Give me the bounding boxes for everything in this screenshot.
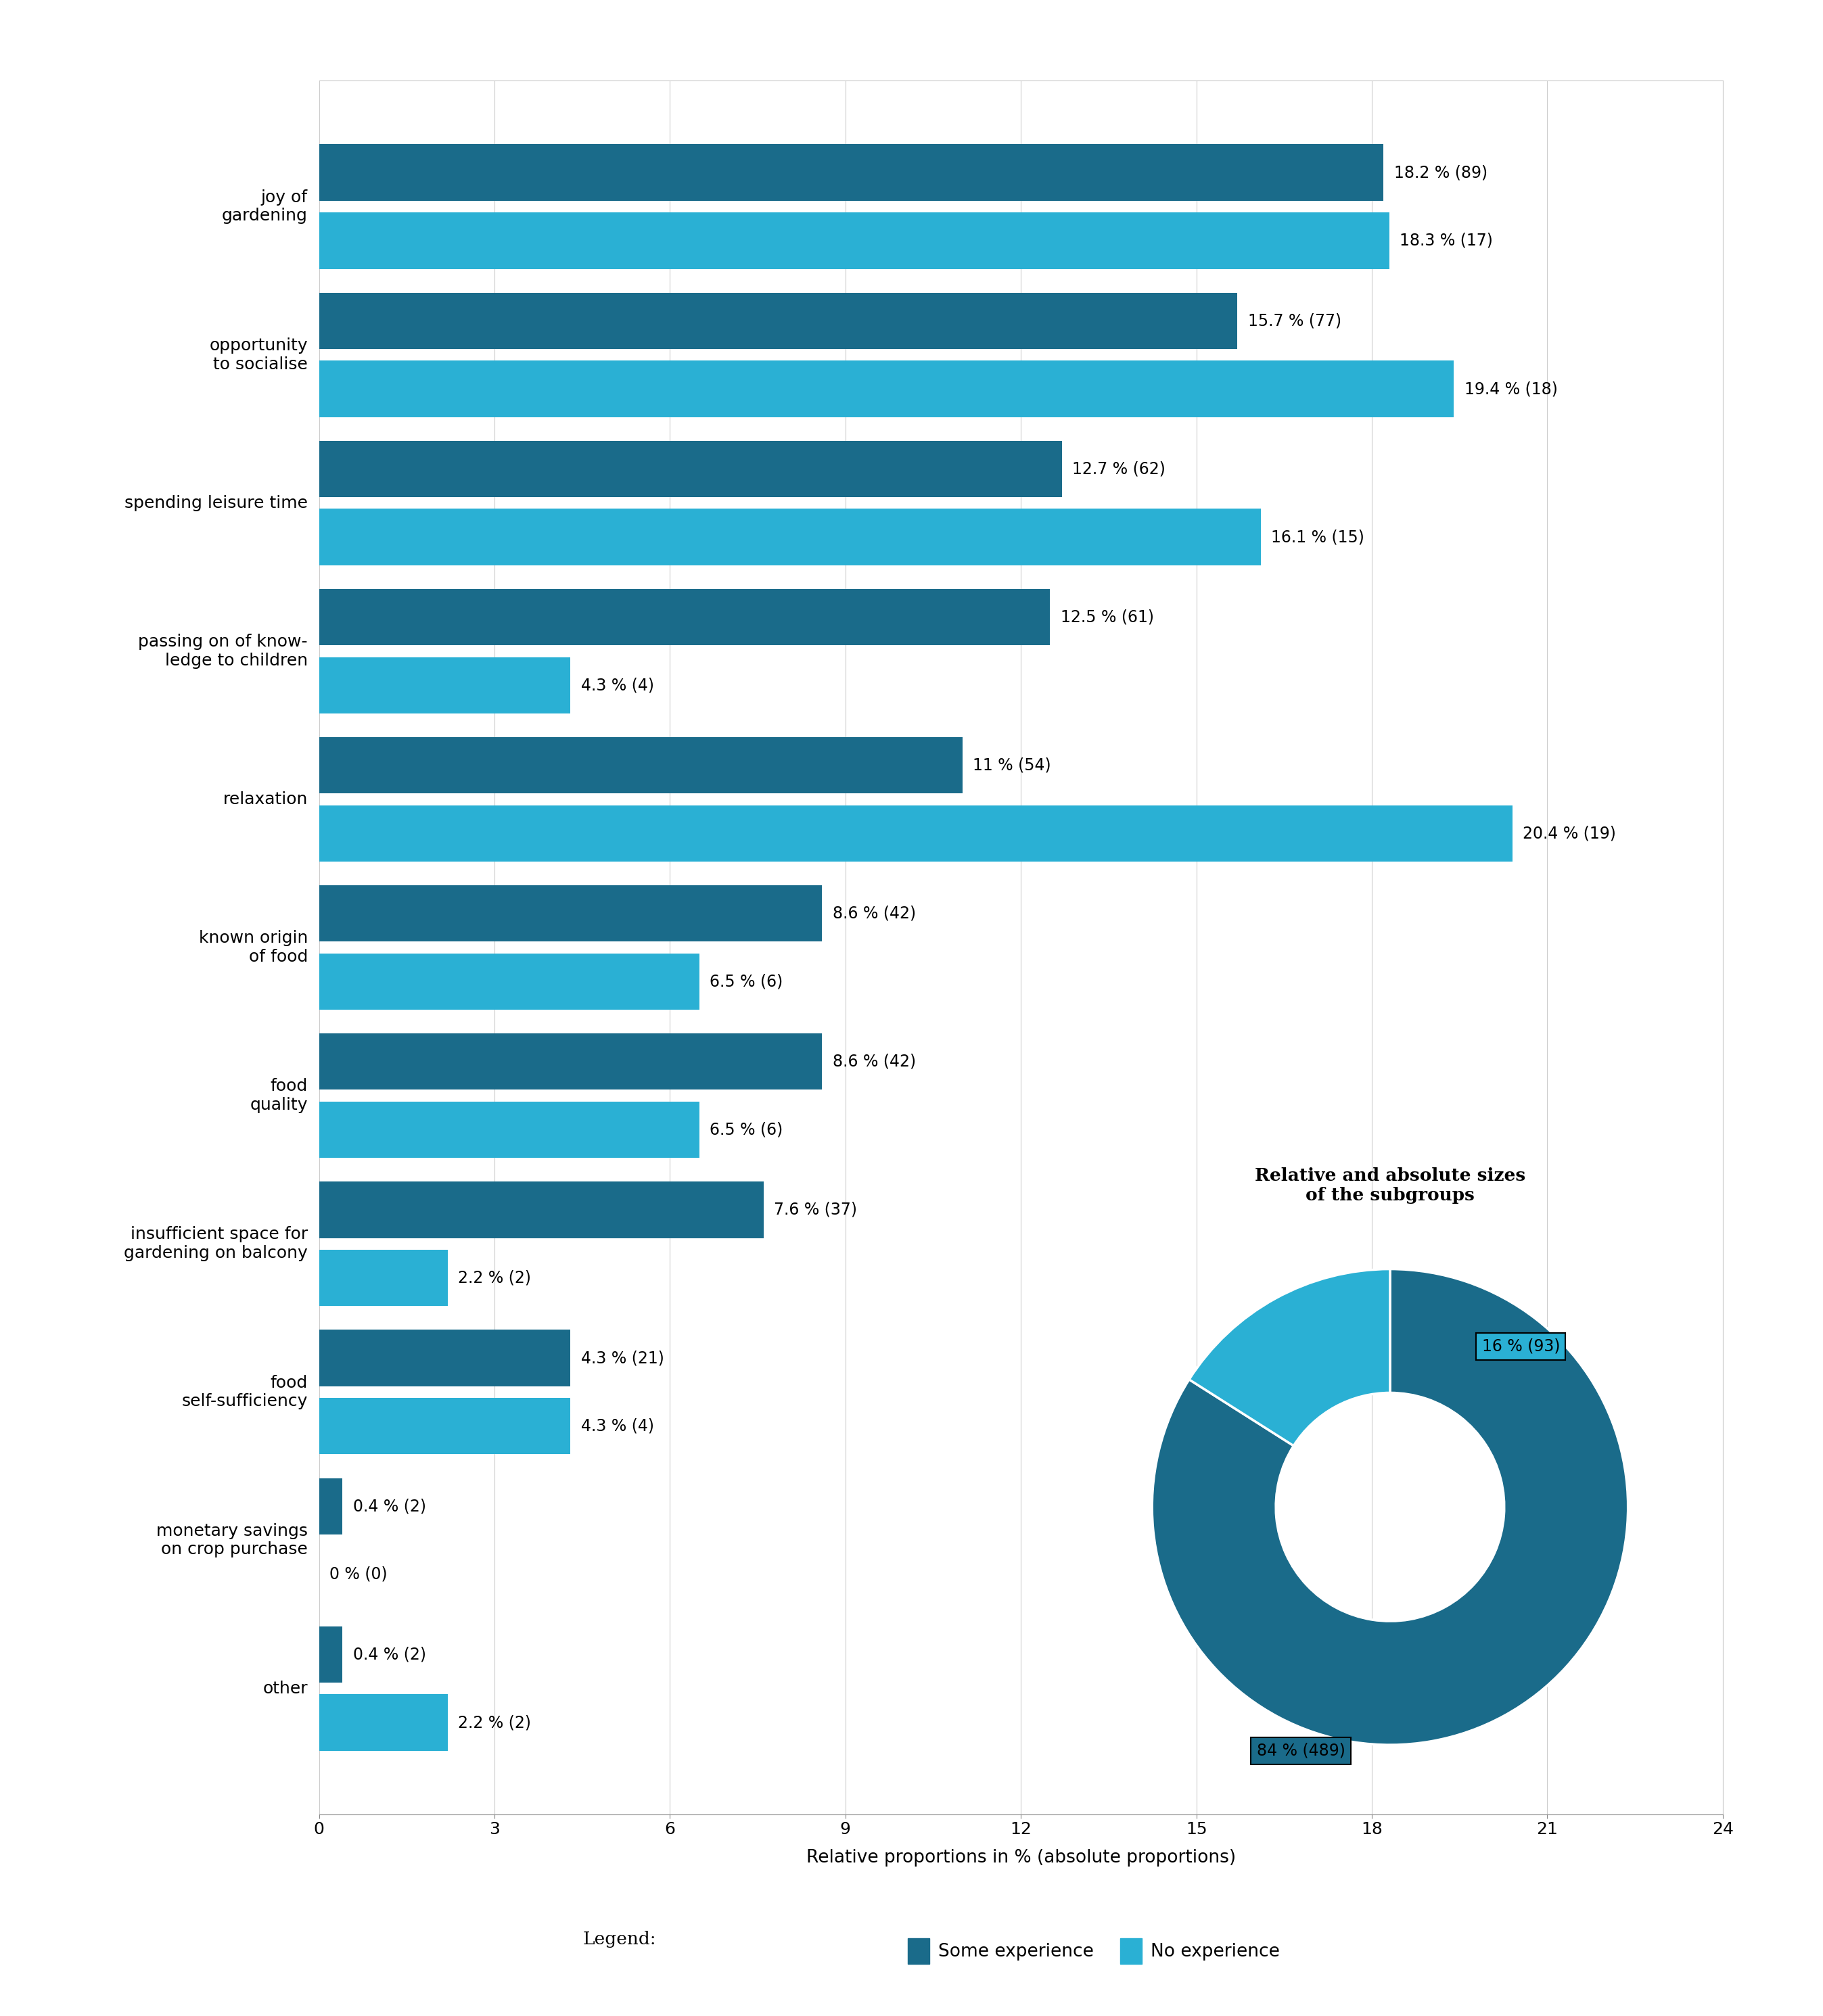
Text: 12.7 % (62): 12.7 % (62) xyxy=(1072,462,1165,478)
Bar xyxy=(319,508,1262,564)
Text: 16.1 % (15): 16.1 % (15) xyxy=(1271,528,1364,544)
Text: Legend:: Legend: xyxy=(583,1931,656,1947)
Bar xyxy=(319,589,1050,645)
Text: 6.5 % (6): 6.5 % (6) xyxy=(709,1121,782,1137)
Bar xyxy=(319,361,1453,417)
Bar xyxy=(319,1181,764,1238)
Text: 7.6 % (37): 7.6 % (37) xyxy=(775,1202,857,1218)
Text: 19.4 % (18): 19.4 % (18) xyxy=(1464,381,1557,397)
Bar xyxy=(319,885,822,941)
Wedge shape xyxy=(1189,1270,1391,1445)
X-axis label: Relative proportions in % (absolute proportions): Relative proportions in % (absolute prop… xyxy=(806,1849,1236,1867)
Bar xyxy=(319,1101,700,1157)
Text: 2.2 % (2): 2.2 % (2) xyxy=(458,1270,530,1286)
Bar xyxy=(319,1397,571,1454)
Text: 84 % (489): 84 % (489) xyxy=(1256,1742,1345,1758)
Text: 0.4 % (2): 0.4 % (2) xyxy=(354,1647,427,1663)
Bar xyxy=(319,292,1238,349)
Bar xyxy=(319,1034,822,1091)
Text: 8.6 % (42): 8.6 % (42) xyxy=(833,905,915,921)
Bar xyxy=(319,657,571,714)
Text: 2.2 % (2): 2.2 % (2) xyxy=(458,1714,530,1730)
Bar xyxy=(319,954,700,1010)
Bar xyxy=(319,1693,448,1750)
Bar xyxy=(319,1250,448,1306)
Text: 18.3 % (17): 18.3 % (17) xyxy=(1400,232,1493,248)
Bar xyxy=(319,145,1384,202)
Text: 4.3 % (4): 4.3 % (4) xyxy=(582,677,654,694)
Text: 18.2 % (89): 18.2 % (89) xyxy=(1395,165,1488,181)
Bar xyxy=(319,212,1389,268)
Text: 12.5 % (61): 12.5 % (61) xyxy=(1061,609,1154,625)
Text: 15.7 % (77): 15.7 % (77) xyxy=(1247,312,1342,329)
Title: Relative and absolute sizes
of the subgroups: Relative and absolute sizes of the subgr… xyxy=(1254,1167,1526,1204)
Legend: Some experience, No experience: Some experience, No experience xyxy=(901,1931,1287,1972)
Bar xyxy=(319,1478,343,1534)
Bar xyxy=(319,1331,571,1387)
Text: 0.4 % (2): 0.4 % (2) xyxy=(354,1498,427,1514)
Bar xyxy=(319,804,1513,861)
Text: 4.3 % (4): 4.3 % (4) xyxy=(582,1417,654,1433)
Bar xyxy=(319,738,963,794)
Text: 8.6 % (42): 8.6 % (42) xyxy=(833,1054,915,1070)
Text: 11 % (54): 11 % (54) xyxy=(973,758,1052,774)
Text: 6.5 % (6): 6.5 % (6) xyxy=(709,974,782,990)
Text: 16 % (93): 16 % (93) xyxy=(1482,1339,1560,1355)
Text: 0 % (0): 0 % (0) xyxy=(330,1566,388,1583)
Wedge shape xyxy=(1152,1270,1628,1744)
Bar xyxy=(319,442,1061,498)
Text: 4.3 % (21): 4.3 % (21) xyxy=(582,1351,664,1367)
Bar xyxy=(319,1627,343,1683)
Text: 20.4 % (19): 20.4 % (19) xyxy=(1522,825,1615,841)
